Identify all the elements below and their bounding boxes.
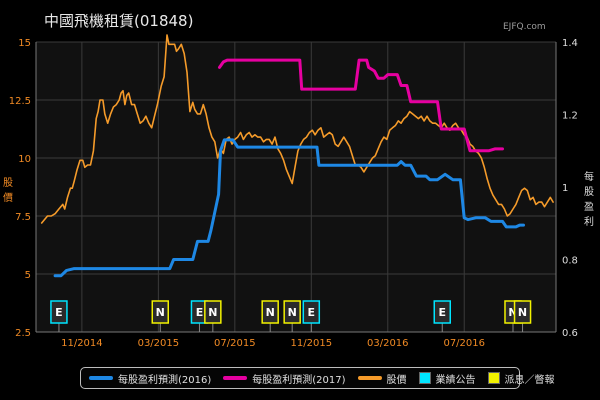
legend-item-price[interactable]: 股價: [357, 371, 407, 386]
marker-box: [151, 300, 170, 324]
left-tick-label: 15: [18, 38, 31, 49]
legend-item-eps-2016[interactable]: 每股盈利預測(2016): [89, 371, 211, 386]
series-line-eps-2016: [53, 138, 525, 278]
right-axis-label-char: 利: [584, 216, 594, 228]
legend-swatch-dividend: [487, 372, 500, 384]
marker-label: N: [508, 306, 517, 319]
results-marker: E: [433, 300, 451, 332]
marker-box: [261, 300, 279, 324]
marker-label: N: [518, 306, 527, 319]
marker-label: E: [308, 306, 316, 319]
right-axis-label-char: 盈: [584, 201, 594, 213]
legend-label-results: 業績公告: [435, 374, 476, 386]
marker-label: E: [196, 306, 204, 319]
right-axis-label-char: 股: [584, 186, 594, 198]
results-marker: E: [50, 300, 68, 332]
marker-label: N: [208, 306, 217, 319]
plot-area: [36, 42, 556, 332]
chart-title: 中國飛機租賃(01848): [44, 12, 194, 30]
x-tick-label: 11/2015: [291, 338, 333, 349]
marker-label: E: [438, 306, 446, 319]
right-tick-label: 0.8: [562, 256, 578, 267]
legend-swatch-results: [418, 372, 431, 384]
marker-box: [433, 300, 451, 324]
marker-label: N: [288, 306, 297, 319]
legend-item-dividend[interactable]: 派息／瞥報: [487, 371, 555, 386]
legend-item-results[interactable]: 業績公告: [418, 371, 476, 386]
legend-label-eps-2016: 每股盈利預測(2016): [118, 374, 212, 386]
legend-swatch-eps-2017: [223, 376, 248, 380]
dividend-marker: N: [513, 300, 532, 332]
right-tick-label: 1: [562, 183, 568, 194]
marker-box: [283, 300, 301, 324]
series-line-eps-2017: [218, 58, 504, 153]
marker-label: N: [266, 306, 275, 319]
legend-item-eps-2017[interactable]: 每股盈利預測(2017): [223, 371, 346, 386]
marker-box: [50, 300, 68, 324]
results-marker: E: [302, 300, 321, 332]
dividend-marker: N: [204, 300, 222, 332]
dividend-marker: N: [151, 300, 170, 332]
legend-swatch-price: [357, 376, 382, 380]
marker-label: E: [55, 306, 63, 319]
x-tick-label: 03/2016: [367, 338, 409, 349]
left-tick-label: 5: [25, 270, 31, 281]
left-tick-label: 2.5: [15, 328, 31, 339]
legend-label-dividend: 派息／瞥報: [504, 374, 555, 386]
left-axis-label-char: 股: [3, 177, 13, 189]
right-axis-label-char: 每: [584, 170, 594, 183]
dividend-marker: N: [283, 300, 301, 332]
x-tick-label: 07/2016: [443, 338, 485, 349]
brand-watermark: EJFQ.com: [503, 22, 546, 32]
legend-swatch-eps-2016: [89, 376, 113, 380]
chart-legend: 每股盈利預測(2016) 每股盈利預測(2017) 股價 業績公告 派息／瞥報: [80, 367, 555, 389]
x-tick-label: 07/2015: [214, 338, 256, 349]
left-tick-label: 12.5: [9, 96, 31, 107]
legend-label-price: 股價: [386, 374, 407, 386]
marker-box: [204, 300, 222, 324]
x-tick-label: 11/2014: [61, 338, 103, 349]
right-tick-label: 1.4: [562, 38, 578, 49]
marker-box: [302, 300, 321, 324]
right-tick-label: 1.2: [562, 111, 578, 122]
dividend-marker: N: [261, 300, 279, 332]
x-tick-label: 03/2015: [138, 338, 180, 349]
results-marker: E: [190, 300, 209, 332]
left-tick-label: 10: [18, 154, 31, 165]
marker-label: N: [156, 306, 165, 319]
marker-box: [513, 300, 532, 324]
legend-label-eps-2017: 每股盈利預測(2017): [252, 374, 346, 386]
left-axis-label-char: 價: [3, 191, 13, 204]
right-tick-label: 0.6: [562, 328, 578, 339]
left-tick-label: 7.5: [15, 212, 31, 223]
